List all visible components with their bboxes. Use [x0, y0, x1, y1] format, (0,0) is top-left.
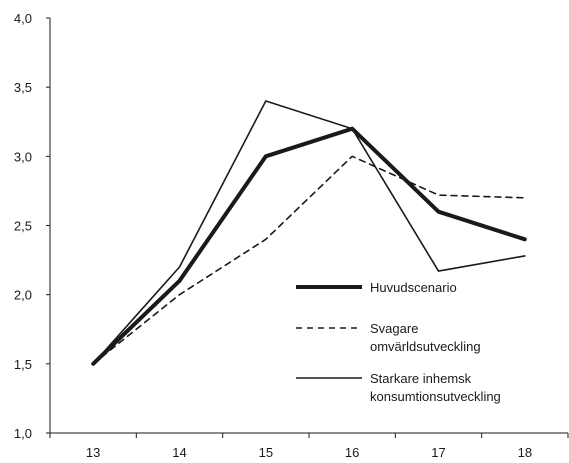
- legend-label: Starkare inhemsk: [370, 371, 472, 386]
- y-tick-label: 2,0: [14, 288, 32, 303]
- y-tick-label: 4,0: [14, 11, 32, 26]
- chart-axes: 1,0 1,5 2,0 2,5 3,0 3,5 4,0 13 14 15 16 17 18: [14, 11, 569, 460]
- x-tick-label: 18: [518, 445, 532, 460]
- chart-series: [91, 100, 527, 366]
- x-tick-label: 17: [431, 445, 445, 460]
- series-line-1: [92, 155, 526, 365]
- y-tick-label: 3,0: [14, 149, 32, 164]
- x-tick-label: 13: [86, 445, 100, 460]
- y-tick-label: 1,0: [14, 426, 32, 441]
- series-line-0: [91, 126, 527, 366]
- legend-label: konsumtionsutveckling: [370, 389, 501, 404]
- y-tick-label: 2,5: [14, 219, 32, 234]
- legend-label: omvärldsutveckling: [370, 339, 481, 354]
- x-tick-label: 14: [172, 445, 186, 460]
- x-tick-label: 15: [259, 445, 273, 460]
- chart-legend: Huvudscenario Svagare omvärldsutveckling St…: [296, 280, 501, 404]
- legend-label: Svagare: [370, 321, 418, 336]
- series-line-2: [92, 100, 526, 365]
- y-tick-label: 3,5: [14, 80, 32, 95]
- y-tick-label: 1,5: [14, 357, 32, 372]
- x-tick-label: 16: [345, 445, 359, 460]
- legend-label: Huvudscenario: [370, 280, 457, 295]
